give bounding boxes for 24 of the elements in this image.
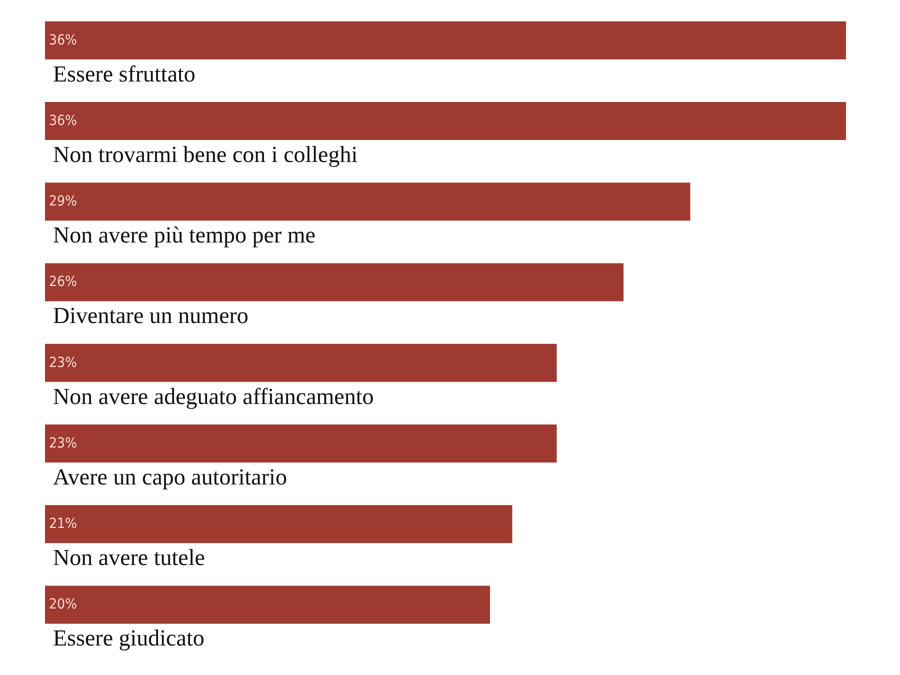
bar — [45, 344, 557, 382]
y-tick-label: Essere giudicato — [53, 626, 204, 651]
data-label: 29% — [49, 194, 78, 210]
bar — [45, 263, 624, 302]
y-tick-label: Non avere tutele — [53, 545, 205, 570]
data-label: 26% — [49, 274, 78, 290]
y-tick-label: Non trovarmi bene con i colleghi — [53, 142, 358, 167]
data-label: 23% — [49, 435, 78, 452]
data-label: 21% — [49, 516, 78, 532]
data-label: 36% — [49, 112, 78, 129]
bar — [45, 102, 846, 140]
data-label: 23% — [49, 354, 78, 371]
data-label: 20% — [49, 596, 78, 613]
y-tick-label: Diventare un numero — [53, 303, 248, 328]
data-label: 36% — [49, 32, 78, 48]
bar — [45, 424, 557, 462]
y-tick-label: Non avere più tempo per me — [53, 222, 316, 248]
y-tick-label: Non avere adeguato affiancamento — [53, 384, 374, 409]
y-tick-label: Avere un capo autoritario — [53, 464, 287, 490]
bar — [45, 21, 846, 60]
bar — [45, 182, 690, 221]
bar — [45, 586, 490, 624]
bar — [45, 505, 512, 544]
y-tick-label: Essere sfruttato — [53, 61, 196, 86]
